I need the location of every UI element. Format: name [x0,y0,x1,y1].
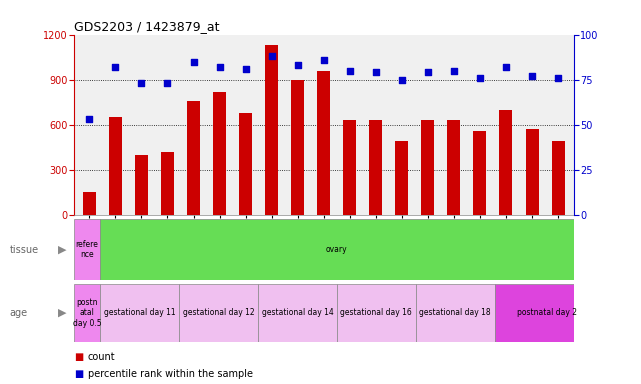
Point [319,57,329,63]
Point [501,64,511,70]
Bar [343,120,356,215]
Point [240,66,251,72]
Text: count: count [88,352,115,362]
Point [214,64,225,70]
Text: postnatal day 2: postnatal day 2 [517,308,578,318]
Point [110,64,121,70]
Bar [135,155,148,215]
Text: ▶: ▶ [58,308,66,318]
Point [137,80,147,86]
Bar [551,141,565,215]
Bar [161,152,174,215]
Point [553,75,563,81]
Text: GDS2203 / 1423879_at: GDS2203 / 1423879_at [74,20,219,33]
Point [397,77,407,83]
Bar [213,92,226,215]
Text: gestational day 12: gestational day 12 [183,308,254,318]
Point [84,116,94,122]
Bar [317,71,330,215]
Point [345,68,355,74]
Bar [265,45,278,215]
Point [267,53,277,59]
Text: ■: ■ [74,369,83,379]
Point [475,75,485,81]
Bar [187,101,200,215]
Bar [499,110,513,215]
Point [423,70,433,76]
Bar [179,284,258,342]
Point [162,80,172,86]
Point [292,62,303,68]
Bar [74,219,100,280]
Text: refere
nce: refere nce [76,240,98,259]
Point [188,59,199,65]
Bar [291,80,304,215]
Bar [416,284,495,342]
Text: percentile rank within the sample: percentile rank within the sample [88,369,253,379]
Bar [83,192,96,215]
Bar [74,284,100,342]
Point [449,68,459,74]
Text: gestational day 18: gestational day 18 [419,308,491,318]
Bar [395,141,408,215]
Text: tissue: tissue [10,245,38,255]
Bar [109,117,122,215]
Bar [258,284,337,342]
Bar [369,120,382,215]
Text: ovary: ovary [326,245,347,254]
Text: gestational day 11: gestational day 11 [104,308,176,318]
Bar [474,131,487,215]
Bar [239,113,252,215]
Text: gestational day 14: gestational day 14 [262,308,333,318]
Text: ■: ■ [74,352,83,362]
Bar [526,129,538,215]
Bar [447,120,460,215]
Text: postn
atal
day 0.5: postn atal day 0.5 [72,298,101,328]
Bar [495,284,600,342]
Text: gestational day 16: gestational day 16 [340,308,412,318]
Text: age: age [10,308,28,318]
Point [370,70,381,76]
Text: ▶: ▶ [58,245,66,255]
Bar [100,284,179,342]
Bar [421,120,435,215]
Point [527,73,537,79]
Bar [337,284,416,342]
